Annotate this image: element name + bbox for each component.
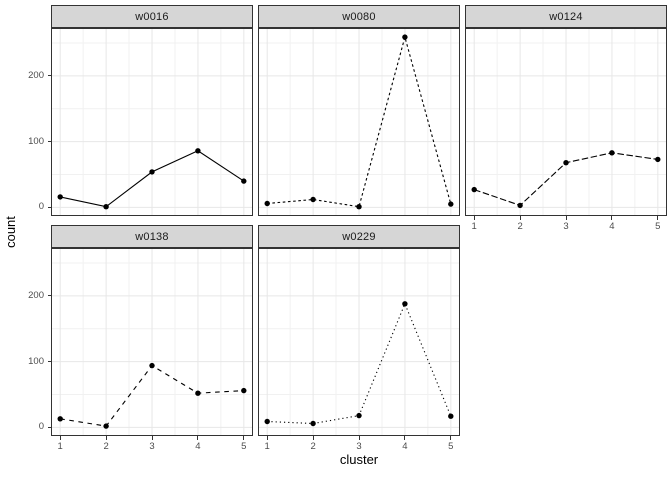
y-tick-label: 100 <box>28 135 44 147</box>
data-point <box>402 34 408 40</box>
data-point <box>448 201 454 207</box>
facet-label: w0016 <box>135 10 169 23</box>
x-axis-tick <box>657 216 659 220</box>
data-point <box>241 178 247 184</box>
facet-strip: w0080 <box>258 5 460 28</box>
y-axis-tick <box>47 295 51 297</box>
y-tick-label: 200 <box>28 69 44 81</box>
x-axis-tick <box>243 436 245 440</box>
x-axis-tick <box>404 436 406 440</box>
facet-label: w0229 <box>342 230 376 243</box>
x-tick-label: 3 <box>149 441 155 452</box>
data-point <box>448 413 454 419</box>
x-axis-tick <box>266 436 268 440</box>
facet-strip: w0229 <box>258 225 460 248</box>
x-tick-label: 5 <box>448 441 454 452</box>
x-tick-label: 4 <box>195 441 201 452</box>
facet-label: w0124 <box>549 10 583 23</box>
data-point <box>195 390 201 396</box>
data-point <box>517 202 523 209</box>
x-axis-tick <box>611 216 613 220</box>
x-tick-label: 1 <box>264 441 270 452</box>
data-point <box>402 301 408 307</box>
data-point <box>241 387 247 394</box>
x-tick-label: 4 <box>402 441 408 452</box>
x-axis-tick <box>151 436 153 440</box>
x-tick-label: 5 <box>655 221 661 232</box>
x-tick-label: 3 <box>563 221 569 232</box>
x-axis-tick <box>197 436 199 440</box>
data-point <box>149 362 155 369</box>
data-point <box>310 420 316 427</box>
data-point <box>57 416 63 422</box>
x-tick-label: 5 <box>241 441 247 452</box>
y-axis-tick <box>47 75 51 77</box>
x-axis-tick <box>473 216 475 220</box>
data-point <box>57 194 63 200</box>
data-point <box>356 412 362 419</box>
facet-panel-w0016 <box>51 28 253 216</box>
data-point <box>103 423 109 429</box>
x-tick-label: 3 <box>356 441 362 452</box>
y-tick-label: 200 <box>28 289 44 301</box>
x-tick-label: 2 <box>103 441 109 452</box>
x-axis-tick <box>519 216 521 220</box>
y-axis-tick <box>47 206 51 208</box>
facet-panel-w0080 <box>258 28 460 216</box>
facet-label: w0138 <box>135 230 169 243</box>
x-tick-label: 2 <box>310 441 316 452</box>
data-point <box>655 156 661 163</box>
y-tick-label: 100 <box>28 355 44 367</box>
data-point <box>264 200 270 207</box>
facet-strip: w0124 <box>465 5 667 28</box>
y-tick-label: 0 <box>38 421 44 433</box>
data-point <box>264 418 270 425</box>
facet-panel-w0229 <box>258 248 460 436</box>
facet-label: w0080 <box>342 10 376 23</box>
x-axis-tick <box>59 436 61 440</box>
x-axis-tick <box>450 436 452 440</box>
y-axis-title: count <box>3 216 18 248</box>
x-axis-tick <box>565 216 567 220</box>
x-axis-tick <box>105 436 107 440</box>
x-tick-label: 1 <box>57 441 63 452</box>
data-point <box>310 196 316 203</box>
data-point <box>149 169 155 175</box>
y-axis-tick <box>47 361 51 363</box>
facet-panel-w0138 <box>51 248 253 436</box>
data-point <box>609 150 615 156</box>
data-point <box>356 204 362 210</box>
y-axis-tick <box>47 426 51 428</box>
x-axis-tick <box>358 436 360 440</box>
facet-strip: w0138 <box>51 225 253 248</box>
facet-strip: w0016 <box>51 5 253 28</box>
x-tick-label: 4 <box>609 221 615 232</box>
facet-panel-w0124 <box>465 28 667 216</box>
y-tick-label: 0 <box>38 201 44 213</box>
data-point <box>195 148 201 154</box>
x-tick-label: 1 <box>471 221 477 232</box>
y-axis-tick <box>47 141 51 143</box>
x-axis-tick <box>312 436 314 440</box>
data-point <box>471 186 477 193</box>
data-point <box>103 204 109 210</box>
x-tick-label: 2 <box>517 221 523 232</box>
x-axis-title: cluster <box>339 452 379 467</box>
data-point <box>563 160 569 166</box>
